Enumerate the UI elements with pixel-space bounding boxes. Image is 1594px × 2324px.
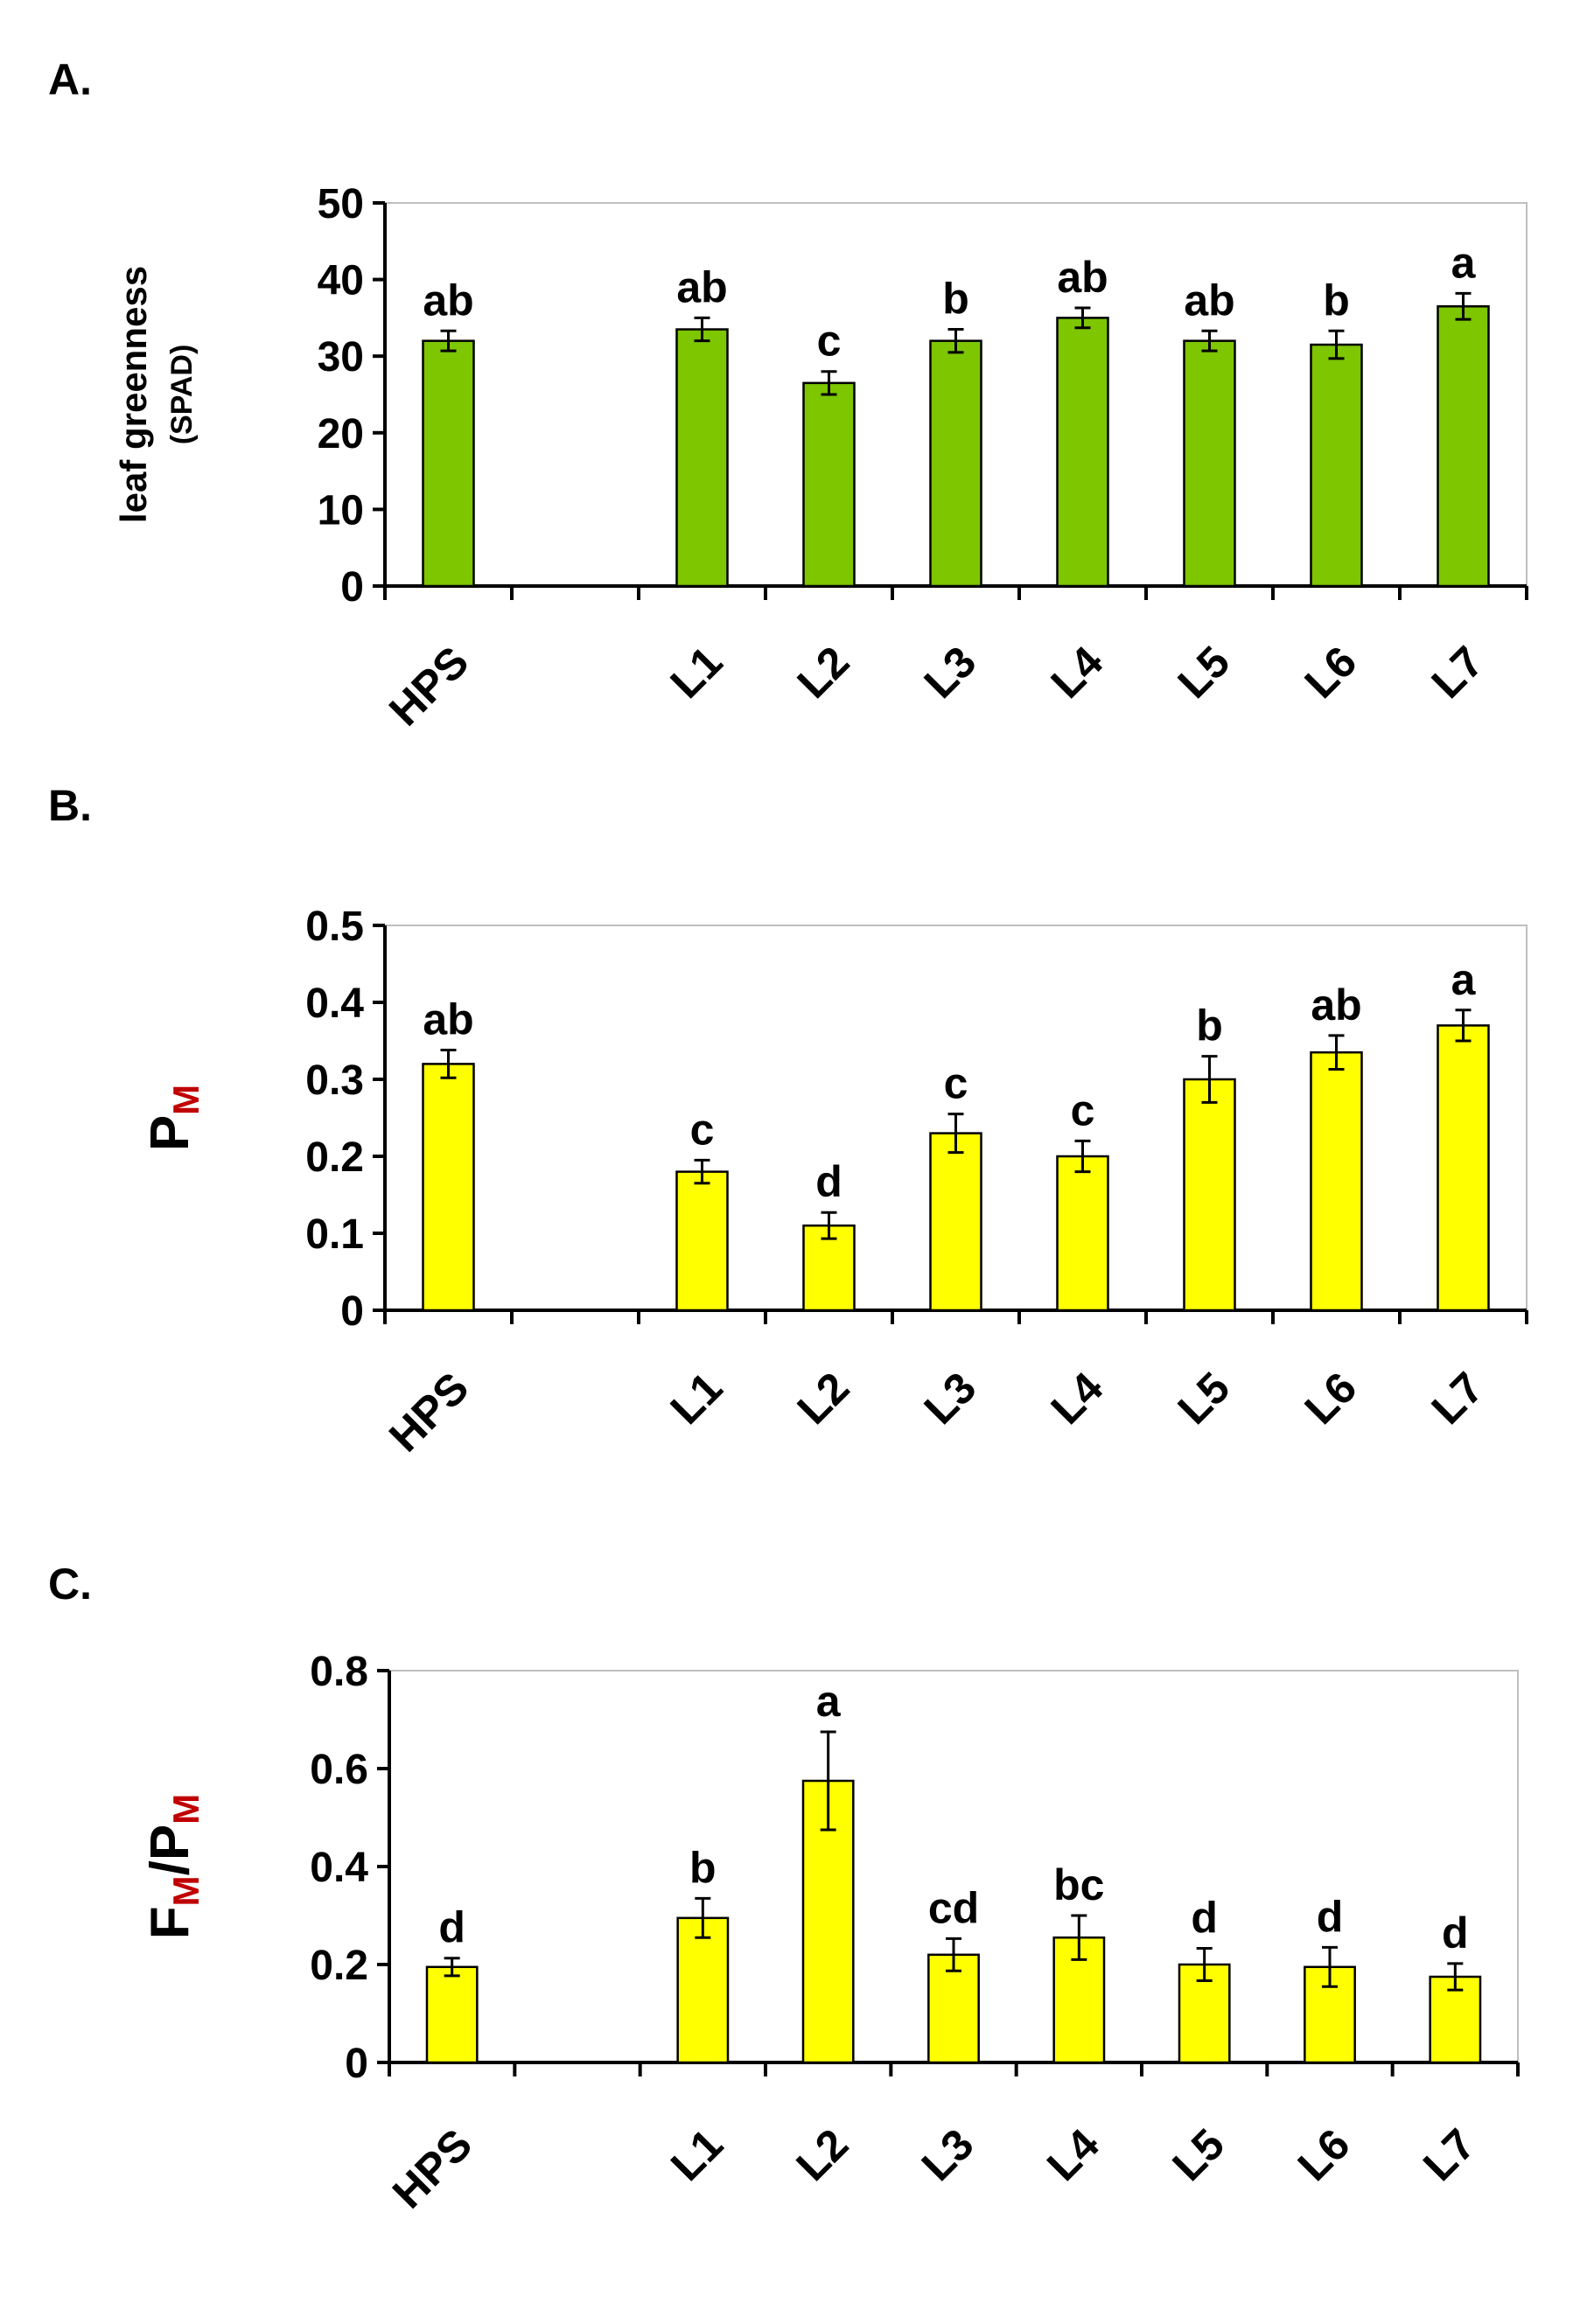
category-label: HPS [380, 637, 478, 735]
chart-panel-1: A. 0 10 20 30 40 50 ab HPS ab L1 c L2 b L3 ab L4 ab L5 b L6 a… [48, 55, 1528, 735]
significance-label: b [942, 275, 969, 324]
category-label: L4 [1042, 637, 1113, 708]
bar-l3 [927, 1953, 980, 2064]
significance-label: ab [1311, 981, 1361, 1029]
significance-label: bc [1053, 1860, 1104, 1909]
bar-l6 [1310, 1050, 1363, 1312]
category-label: L2 [788, 1363, 859, 1434]
significance-label: b [1323, 276, 1350, 325]
significance-label: d [1317, 1892, 1344, 1941]
bar-l5 [1183, 1078, 1236, 1312]
y-tick-label: 0.8 [310, 1649, 368, 1695]
y-tick-label: 0 [340, 1288, 364, 1335]
category-label: L1 [661, 1363, 732, 1434]
bar-hps [422, 1063, 475, 1312]
significance-label: c [817, 317, 842, 366]
bar-hps [422, 339, 475, 588]
significance-label: a [1451, 238, 1477, 287]
bar-l1 [675, 1170, 729, 1312]
y-axis-unit: (SPAD) [165, 345, 199, 445]
category-label: L5 [1163, 2119, 1234, 2190]
panel-letter: B. [48, 781, 92, 830]
category-label: L4 [1038, 2119, 1108, 2190]
significance-label: a [1451, 955, 1477, 1004]
bar-l1 [675, 328, 729, 588]
panel-letter: A. [48, 55, 92, 104]
y-tick-label: 20 [318, 411, 364, 457]
y-tick-label: 50 [318, 181, 364, 227]
y-tick-label: 0.4 [310, 1845, 368, 1891]
significance-label: ab [1057, 253, 1108, 302]
significance-label: d [1191, 1894, 1218, 1943]
y-axis-label: FM/PM [140, 1794, 206, 1939]
significance-label: c [944, 1059, 968, 1108]
category-label: L6 [1296, 637, 1367, 708]
category-label: L1 [661, 2119, 732, 2190]
y-tick-label: 0 [340, 564, 364, 611]
y-axis-title: leaf greenness [113, 266, 154, 523]
category-label: HPS [383, 2119, 481, 2217]
significance-label: ab [676, 262, 727, 311]
category-label: L7 [1423, 1363, 1493, 1434]
category-label: L7 [1414, 2119, 1485, 2190]
significance-label: c [1071, 1085, 1095, 1134]
y-tick-label: 0.2 [305, 1134, 364, 1181]
significance-label: d [1442, 1909, 1469, 1958]
category-label: L2 [788, 637, 859, 708]
bar-l6 [1310, 343, 1363, 588]
significance-label: d [815, 1157, 842, 1206]
category-label: L5 [1169, 637, 1240, 708]
y-axis-label: PM [140, 1085, 206, 1151]
bar-l4 [1056, 1155, 1109, 1312]
bar-l2 [802, 381, 856, 588]
y-axis-label: leaf greenness (SPAD) [113, 266, 199, 523]
category-label: L3 [915, 637, 986, 708]
significance-label: a [816, 1677, 842, 1726]
y-tick-label: 0.2 [310, 1943, 368, 1989]
bar-l5 [1183, 339, 1236, 588]
chart-panel-2: B. 0 0.1 0.2 0.3 0.4 0.5 ab HPS c L1 d L2 c L3 c L4 b L5 ab… [48, 781, 1528, 1461]
category-label: L2 [787, 2119, 857, 2190]
bar-hps [425, 1965, 479, 2064]
y-tick-label: 0.6 [310, 1747, 368, 1793]
y-tick-label: 0.3 [305, 1057, 364, 1104]
y-axis-title: FM/PM [140, 1794, 206, 1939]
category-label: L3 [912, 2119, 983, 2190]
significance-label: b [1196, 1001, 1223, 1050]
y-tick-label: 40 [318, 258, 364, 304]
significance-label: c [690, 1105, 715, 1154]
category-label: L4 [1042, 1363, 1113, 1434]
significance-label: cd [928, 1883, 979, 1932]
y-tick-label: 0 [345, 2041, 368, 2087]
y-tick-label: 0.4 [305, 981, 364, 1027]
category-label: L7 [1423, 637, 1493, 708]
panel-letter: C. [48, 1560, 92, 1609]
bar-l4 [1056, 317, 1109, 588]
y-tick-label: 0.1 [305, 1211, 364, 1258]
bar-l1 [676, 1916, 730, 2064]
bar-l7 [1437, 305, 1490, 588]
bar-l3 [929, 339, 982, 588]
bar-l7 [1437, 1024, 1490, 1312]
significance-label: d [438, 1903, 465, 1952]
category-label: L5 [1169, 1363, 1240, 1434]
significance-label: ab [423, 995, 473, 1044]
y-axis-title: PM [140, 1085, 206, 1151]
significance-label: ab [423, 276, 473, 325]
y-tick-label: 0.5 [305, 904, 364, 950]
significance-label: ab [1184, 276, 1234, 325]
category-label: HPS [380, 1363, 478, 1461]
category-label: L6 [1289, 2119, 1360, 2190]
category-label: L1 [661, 637, 732, 708]
chart-panel-3: C. 0 0.2 0.4 0.6 0.8 d HPS b L1 a L2 cd L3 bc L4 d L5 d L6 d… [48, 1560, 1520, 2217]
y-tick-label: 30 [318, 334, 364, 380]
category-label: L6 [1296, 1363, 1367, 1434]
bar-l3 [929, 1132, 982, 1312]
category-label: L3 [915, 1363, 986, 1434]
y-tick-label: 10 [318, 487, 364, 534]
significance-label: b [689, 1843, 717, 1892]
